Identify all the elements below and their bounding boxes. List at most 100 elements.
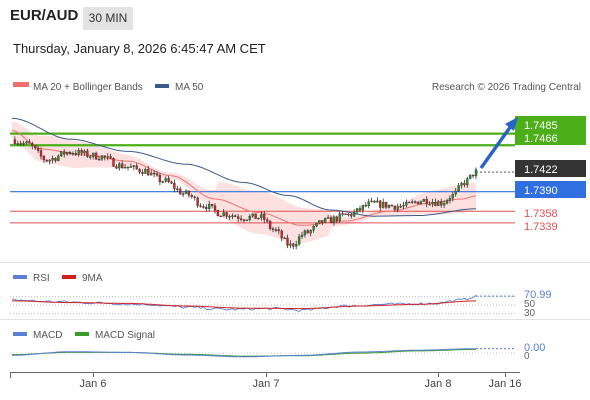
rsi-legend-swatch: [13, 275, 27, 279]
candle-body: [245, 219, 249, 221]
candle-body: [361, 205, 365, 211]
candle-body: [202, 206, 205, 208]
candle-body: [474, 169, 478, 177]
candle-body: [393, 205, 396, 210]
ma20-legend-label: MA 20 + Bollinger Bands: [33, 82, 143, 93]
candle-body: [448, 198, 452, 201]
candle-body: [80, 150, 83, 154]
candle-body: [399, 206, 402, 208]
candle-body: [251, 213, 254, 217]
candle-body: [335, 216, 338, 221]
candle-body: [242, 219, 246, 221]
candle-body: [39, 150, 43, 157]
candle-body: [19, 143, 22, 145]
candle-body: [155, 173, 159, 176]
candle-body: [382, 201, 385, 208]
candle-body: [147, 169, 150, 176]
macd-signal-line: [12, 348, 476, 357]
candle-body: [231, 215, 234, 217]
candle-body: [289, 243, 292, 246]
candle-body: [135, 165, 138, 170]
candle-body: [257, 217, 260, 220]
macd-legend-swatch: [13, 332, 27, 336]
candle-body: [184, 190, 188, 194]
candle-body: [326, 217, 330, 219]
candle-body: [274, 229, 278, 231]
candle-body: [347, 213, 350, 216]
candle-body: [51, 158, 54, 161]
candle-body: [471, 174, 475, 177]
candle-body: [225, 212, 228, 217]
candle-body: [129, 166, 133, 168]
candle-body: [283, 237, 286, 240]
candle-body: [321, 220, 324, 223]
candle-body: [350, 213, 353, 217]
candle-body: [300, 234, 304, 237]
rsi-value-label: 70.99: [524, 289, 552, 301]
candle-body: [312, 225, 315, 231]
candle-body: [376, 200, 379, 203]
candle-body: [370, 200, 373, 203]
candle-body: [94, 152, 98, 160]
candle-body: [112, 157, 115, 167]
candle-body: [74, 153, 77, 155]
candle-body: [425, 199, 428, 205]
candle-body: [318, 220, 321, 224]
candle-body: [266, 219, 269, 222]
candle-body: [239, 218, 243, 220]
candle-body: [31, 143, 34, 146]
candle-body: [158, 175, 162, 183]
credit-text: Research © 2026 Trading Central: [432, 82, 581, 93]
datetime-text: Thursday, January 8, 2026 6:45:47 AM CET: [13, 41, 266, 56]
candle-body: [161, 181, 164, 183]
candle-body: [411, 201, 414, 203]
candle-body: [396, 206, 399, 210]
candle-body: [329, 217, 333, 224]
candle-body: [434, 202, 437, 206]
candle-body: [440, 201, 443, 206]
candle-body: [469, 174, 472, 179]
candle-body: [13, 139, 17, 144]
candle-body: [338, 213, 341, 221]
candle-body: [36, 147, 40, 151]
candle-body: [387, 204, 391, 208]
candle-body: [286, 237, 289, 246]
macd-panel: [10, 348, 515, 358]
rsi-line: [11, 294, 477, 313]
candle-body: [248, 216, 251, 220]
candle-body: [57, 155, 60, 161]
candle-body: [89, 156, 92, 158]
pivot-label: 1.7390: [524, 185, 558, 197]
x-tick-jan6: Jan 6: [80, 378, 107, 390]
projection-arrow-head: [505, 117, 518, 131]
candle-body: [237, 216, 240, 219]
candle-body: [405, 201, 408, 206]
projection-arrow-shaft: [479, 124, 513, 170]
candle-body: [28, 141, 31, 144]
candle-body: [187, 190, 191, 196]
macd-zero-label: 0: [524, 351, 530, 362]
candle-body: [324, 217, 327, 223]
candle-body: [25, 141, 28, 144]
candle-body: [109, 156, 112, 159]
rsi-50-label: 50: [524, 299, 536, 310]
candle-body: [367, 201, 370, 206]
candle-body: [306, 230, 309, 234]
candle-body: [442, 203, 446, 206]
candle-body: [341, 213, 344, 215]
candle-body: [451, 193, 454, 199]
candle-body: [132, 165, 135, 167]
candle-body: [141, 171, 144, 174]
candle-body: [167, 178, 170, 183]
timeframe-badge[interactable]: 30 MIN: [83, 7, 133, 30]
candle-body: [384, 201, 388, 208]
candle-body: [460, 182, 463, 186]
candle-body: [173, 183, 176, 189]
candle-body: [431, 202, 434, 205]
rsi-ma-legend-swatch: [62, 275, 76, 279]
candle-body: [422, 199, 425, 202]
candle-body: [22, 143, 25, 145]
candle-body: [280, 230, 283, 239]
candle-body: [222, 212, 225, 217]
